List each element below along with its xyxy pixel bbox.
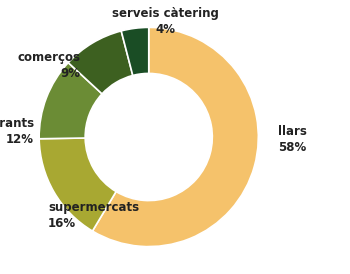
Wedge shape bbox=[121, 27, 149, 75]
Wedge shape bbox=[39, 138, 116, 231]
Text: llars
58%: llars 58% bbox=[278, 125, 307, 154]
Text: comerços
9%: comerços 9% bbox=[18, 51, 81, 80]
Text: serveis càtering
4%: serveis càtering 4% bbox=[112, 7, 219, 36]
Text: supermercats
16%: supermercats 16% bbox=[48, 201, 139, 230]
Text: bars i restaurants
12%: bars i restaurants 12% bbox=[0, 117, 34, 146]
Wedge shape bbox=[68, 31, 133, 94]
Wedge shape bbox=[92, 27, 258, 247]
Wedge shape bbox=[39, 63, 102, 139]
